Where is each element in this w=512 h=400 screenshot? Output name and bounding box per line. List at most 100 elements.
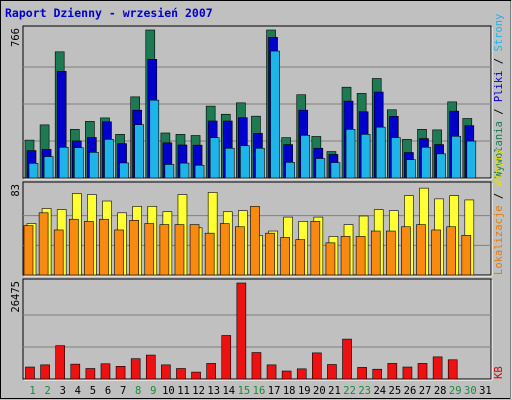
legend-entry: Lokalizacje [493, 205, 505, 275]
bar-lokalizacje-day-16 [250, 206, 260, 276]
bar-kb-day-26 [402, 366, 413, 380]
bar-kb-day-21 [327, 364, 337, 380]
x-tick-label: 25 [389, 385, 402, 397]
bar-kb-day-11 [176, 368, 186, 380]
bar-lokalizacje-day-18 [280, 237, 290, 276]
x-tick-label: 12 [192, 385, 205, 397]
bar-strony-day-6 [104, 139, 114, 179]
bar-strony-day-14 [224, 147, 235, 179]
bar-kb-day-6 [100, 363, 111, 380]
bar-strony-day-24 [375, 126, 386, 179]
bar-lokalizacje-day-11 [174, 224, 185, 276]
bar-lokalizacje-day-23 [355, 236, 366, 276]
x-tick-label: 9 [150, 385, 156, 397]
bar-strony-day-30 [466, 140, 477, 179]
bar-kb-day-3 [55, 345, 65, 380]
bar-lokalizacje-day-20 [310, 221, 321, 276]
bar-lokalizacje-day-29 [446, 226, 457, 276]
x-tick-label: 8 [135, 385, 141, 397]
legend-entry: Wywołania [493, 121, 505, 178]
bar-kb-day-20 [312, 352, 322, 380]
y-axis-max-label: 26475 [10, 281, 22, 313]
bar-lokalizacje-day-6 [99, 218, 109, 276]
bar-kb-day-12 [191, 371, 201, 380]
panel-top: 766 Wywołania / Pliki / Strony [10, 14, 505, 180]
bar-strony-day-28 [436, 153, 446, 179]
bar-kb-day-17 [266, 364, 277, 380]
bar-lokalizacje-day-1 [23, 225, 34, 276]
x-tick-label: 27 [419, 385, 432, 397]
bar-strony-day-11 [179, 162, 190, 179]
bar-kb-day-1 [25, 366, 35, 380]
panels-layer: 766 Wywołania / Pliki / Strony 83 Lokalizac… [10, 14, 505, 381]
chart-title: Raport Dzienny - wrzesień 2007 [5, 6, 213, 20]
x-tick-label: 19 [298, 385, 311, 397]
x-tick-label: 4 [75, 385, 81, 397]
legend-entry: / [493, 186, 505, 205]
series-group [23, 187, 475, 276]
x-tick-label: 26 [404, 385, 417, 397]
series-legend: Lokalizacje / Wizyty [493, 149, 505, 275]
bar-kb-day-19 [296, 368, 307, 380]
bar-kb-day-13 [206, 363, 216, 380]
panel-middle: 83 Lokalizacje / Wizyty [10, 149, 505, 277]
bar-lokalizacje-day-4 [68, 218, 79, 276]
series-legend: KB [493, 366, 505, 379]
bar-kb-day-15 [236, 282, 247, 380]
bar-lokalizacje-day-14 [219, 223, 230, 276]
bar-strony-day-20 [315, 158, 326, 179]
bar-strony-day-10 [164, 164, 175, 179]
bar-strony-day-12 [194, 164, 205, 179]
x-tick-label: 17 [268, 385, 281, 397]
bar-lokalizacje-day-22 [340, 236, 351, 276]
bar-lokalizacje-day-19 [295, 239, 306, 276]
bar-strony-day-22 [345, 129, 356, 179]
x-tick-label: 3 [60, 385, 66, 397]
bar-kb-day-23 [357, 367, 367, 380]
x-axis: 1 2 3 4 5 6 7 8 9 10 11 12 13 14 15 16 17 18 19 20 21 22 23 24 2… [29, 385, 491, 397]
bar-kb-day-22 [342, 338, 352, 380]
bar-strony-day-16 [255, 147, 265, 179]
legend-entry: KB [493, 366, 505, 379]
bar-strony-day-25 [391, 137, 401, 179]
x-tick-label: 20 [313, 385, 326, 397]
legend-entry: / [493, 102, 505, 121]
bar-strony-day-2 [43, 156, 54, 179]
series-legend: Wywołania / Pliki / Strony [493, 14, 505, 178]
bar-strony-day-4 [73, 147, 84, 179]
x-tick-label: 11 [177, 385, 190, 397]
bar-lokalizacje-day-28 [431, 229, 441, 276]
bar-lokalizacje-day-15 [235, 226, 245, 276]
x-tick-label: 22 [343, 385, 356, 397]
x-tick-label: 18 [283, 385, 296, 397]
bar-lokalizacje-day-9 [144, 223, 155, 276]
x-tick-label: 5 [90, 385, 96, 397]
x-tick-label: 29 [449, 385, 462, 397]
x-tick-label: 23 [358, 385, 371, 397]
bar-strony-day-13 [209, 137, 220, 179]
x-tick-label: 31 [479, 385, 492, 397]
bar-strony-day-7 [119, 162, 129, 179]
bar-strony-day-26 [406, 159, 416, 179]
bar-strony-day-23 [360, 134, 371, 179]
bar-lokalizacje-day-26 [401, 226, 411, 276]
bar-kb-day-28 [432, 356, 443, 380]
bar-kb-day-4 [70, 363, 81, 380]
bar-kb-day-25 [387, 363, 398, 380]
bar-strony-day-9 [149, 99, 160, 179]
bar-lokalizacje-day-2 [38, 212, 49, 276]
bar-kb-day-10 [161, 364, 171, 380]
x-tick-label: 16 [253, 385, 266, 397]
bar-kb-day-9 [145, 354, 156, 380]
bar-lokalizacje-day-27 [416, 224, 426, 276]
x-tick-label: 21 [328, 385, 341, 397]
legend-entry: Pliki [493, 71, 505, 103]
x-tick-label: 10 [162, 385, 175, 397]
bar-lokalizacje-day-10 [159, 224, 170, 276]
x-tick-label: 13 [207, 385, 220, 397]
bar-lokalizacje-day-13 [204, 232, 215, 276]
bar-lokalizacje-day-24 [370, 230, 381, 276]
panel-bottom: 26475 KB [10, 278, 505, 381]
series-group [25, 282, 458, 380]
